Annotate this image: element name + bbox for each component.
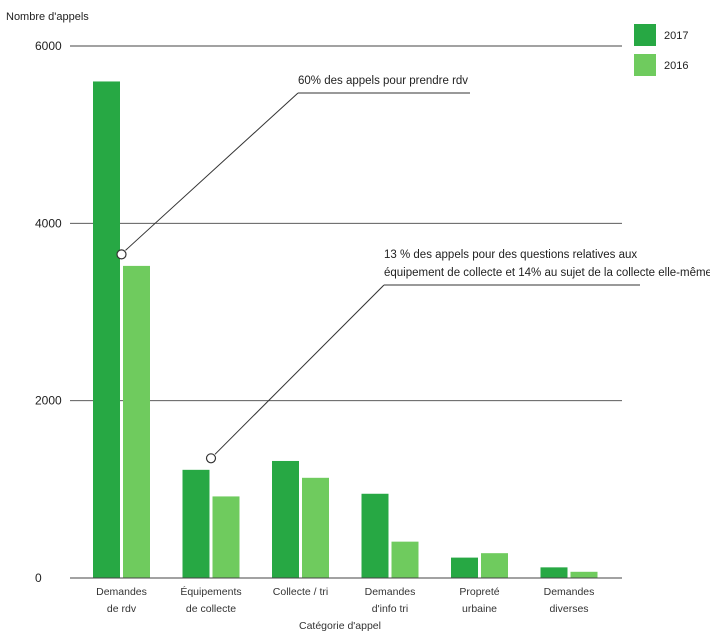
legend-label: 2017	[664, 30, 688, 42]
category-label: d'info tri	[372, 603, 408, 615]
bar-2016-0	[123, 265, 150, 578]
category-label: Équipements	[180, 585, 241, 598]
annotation-marker	[116, 249, 127, 260]
category-label: de rdv	[107, 603, 137, 615]
annotation-text: 60% des appels pour prendre rdv	[298, 75, 468, 87]
category-label: diverses	[549, 603, 588, 615]
y-tick-label: 6000	[35, 39, 62, 53]
category-labels: Demandes de rdv Équipements de collecte Coll…	[96, 585, 594, 615]
legend-label: 2016	[664, 60, 688, 72]
y-axis-label: Nombre d'appels	[6, 11, 89, 23]
y-axis-ticks: 0 2000 4000 6000	[35, 39, 62, 585]
bar-2016-2	[302, 477, 329, 578]
x-axis-label: Catégorie d'appel	[299, 620, 381, 632]
legend-swatch-2017	[634, 24, 656, 46]
annotations: 60% des appels pour prendre rdv 13 % des …	[116, 75, 710, 464]
annotation-text: équipement de collecte et 14% au sujet d…	[384, 267, 710, 279]
category-label: Propreté	[459, 586, 499, 598]
bars	[93, 81, 598, 578]
bar-2016-1	[212, 496, 240, 578]
bar-2017-2	[272, 460, 299, 578]
bar-2016-4	[481, 553, 508, 578]
category-label: Demandes	[96, 586, 147, 598]
bar-2017-5	[540, 567, 568, 578]
bar-2017-4	[451, 557, 478, 578]
legend-swatch-2016	[634, 54, 656, 76]
bar-2017-3	[361, 493, 389, 578]
gridlines	[70, 45, 622, 402]
annotation-marker	[205, 453, 217, 464]
category-label: de collecte	[186, 603, 236, 615]
annotation-text: 13 % des appels pour des questions relat…	[384, 249, 637, 261]
bar-2017-1	[182, 469, 210, 578]
category-label: Demandes	[544, 586, 595, 598]
bar-2016-5	[570, 571, 598, 578]
bar-2017-0	[93, 81, 120, 578]
y-tick-label: 2000	[35, 394, 62, 408]
bar-2016-3	[391, 541, 419, 578]
y-tick-label: 0	[35, 571, 42, 585]
category-label: urbaine	[462, 603, 497, 615]
legend: 2017 2016	[634, 24, 688, 76]
y-tick-label: 4000	[35, 216, 62, 230]
annotation-leader-line	[214, 284, 385, 455]
annotation-leader-line	[125, 92, 299, 251]
category-label: Collecte / tri	[273, 586, 328, 598]
category-label: Demandes	[365, 586, 416, 598]
